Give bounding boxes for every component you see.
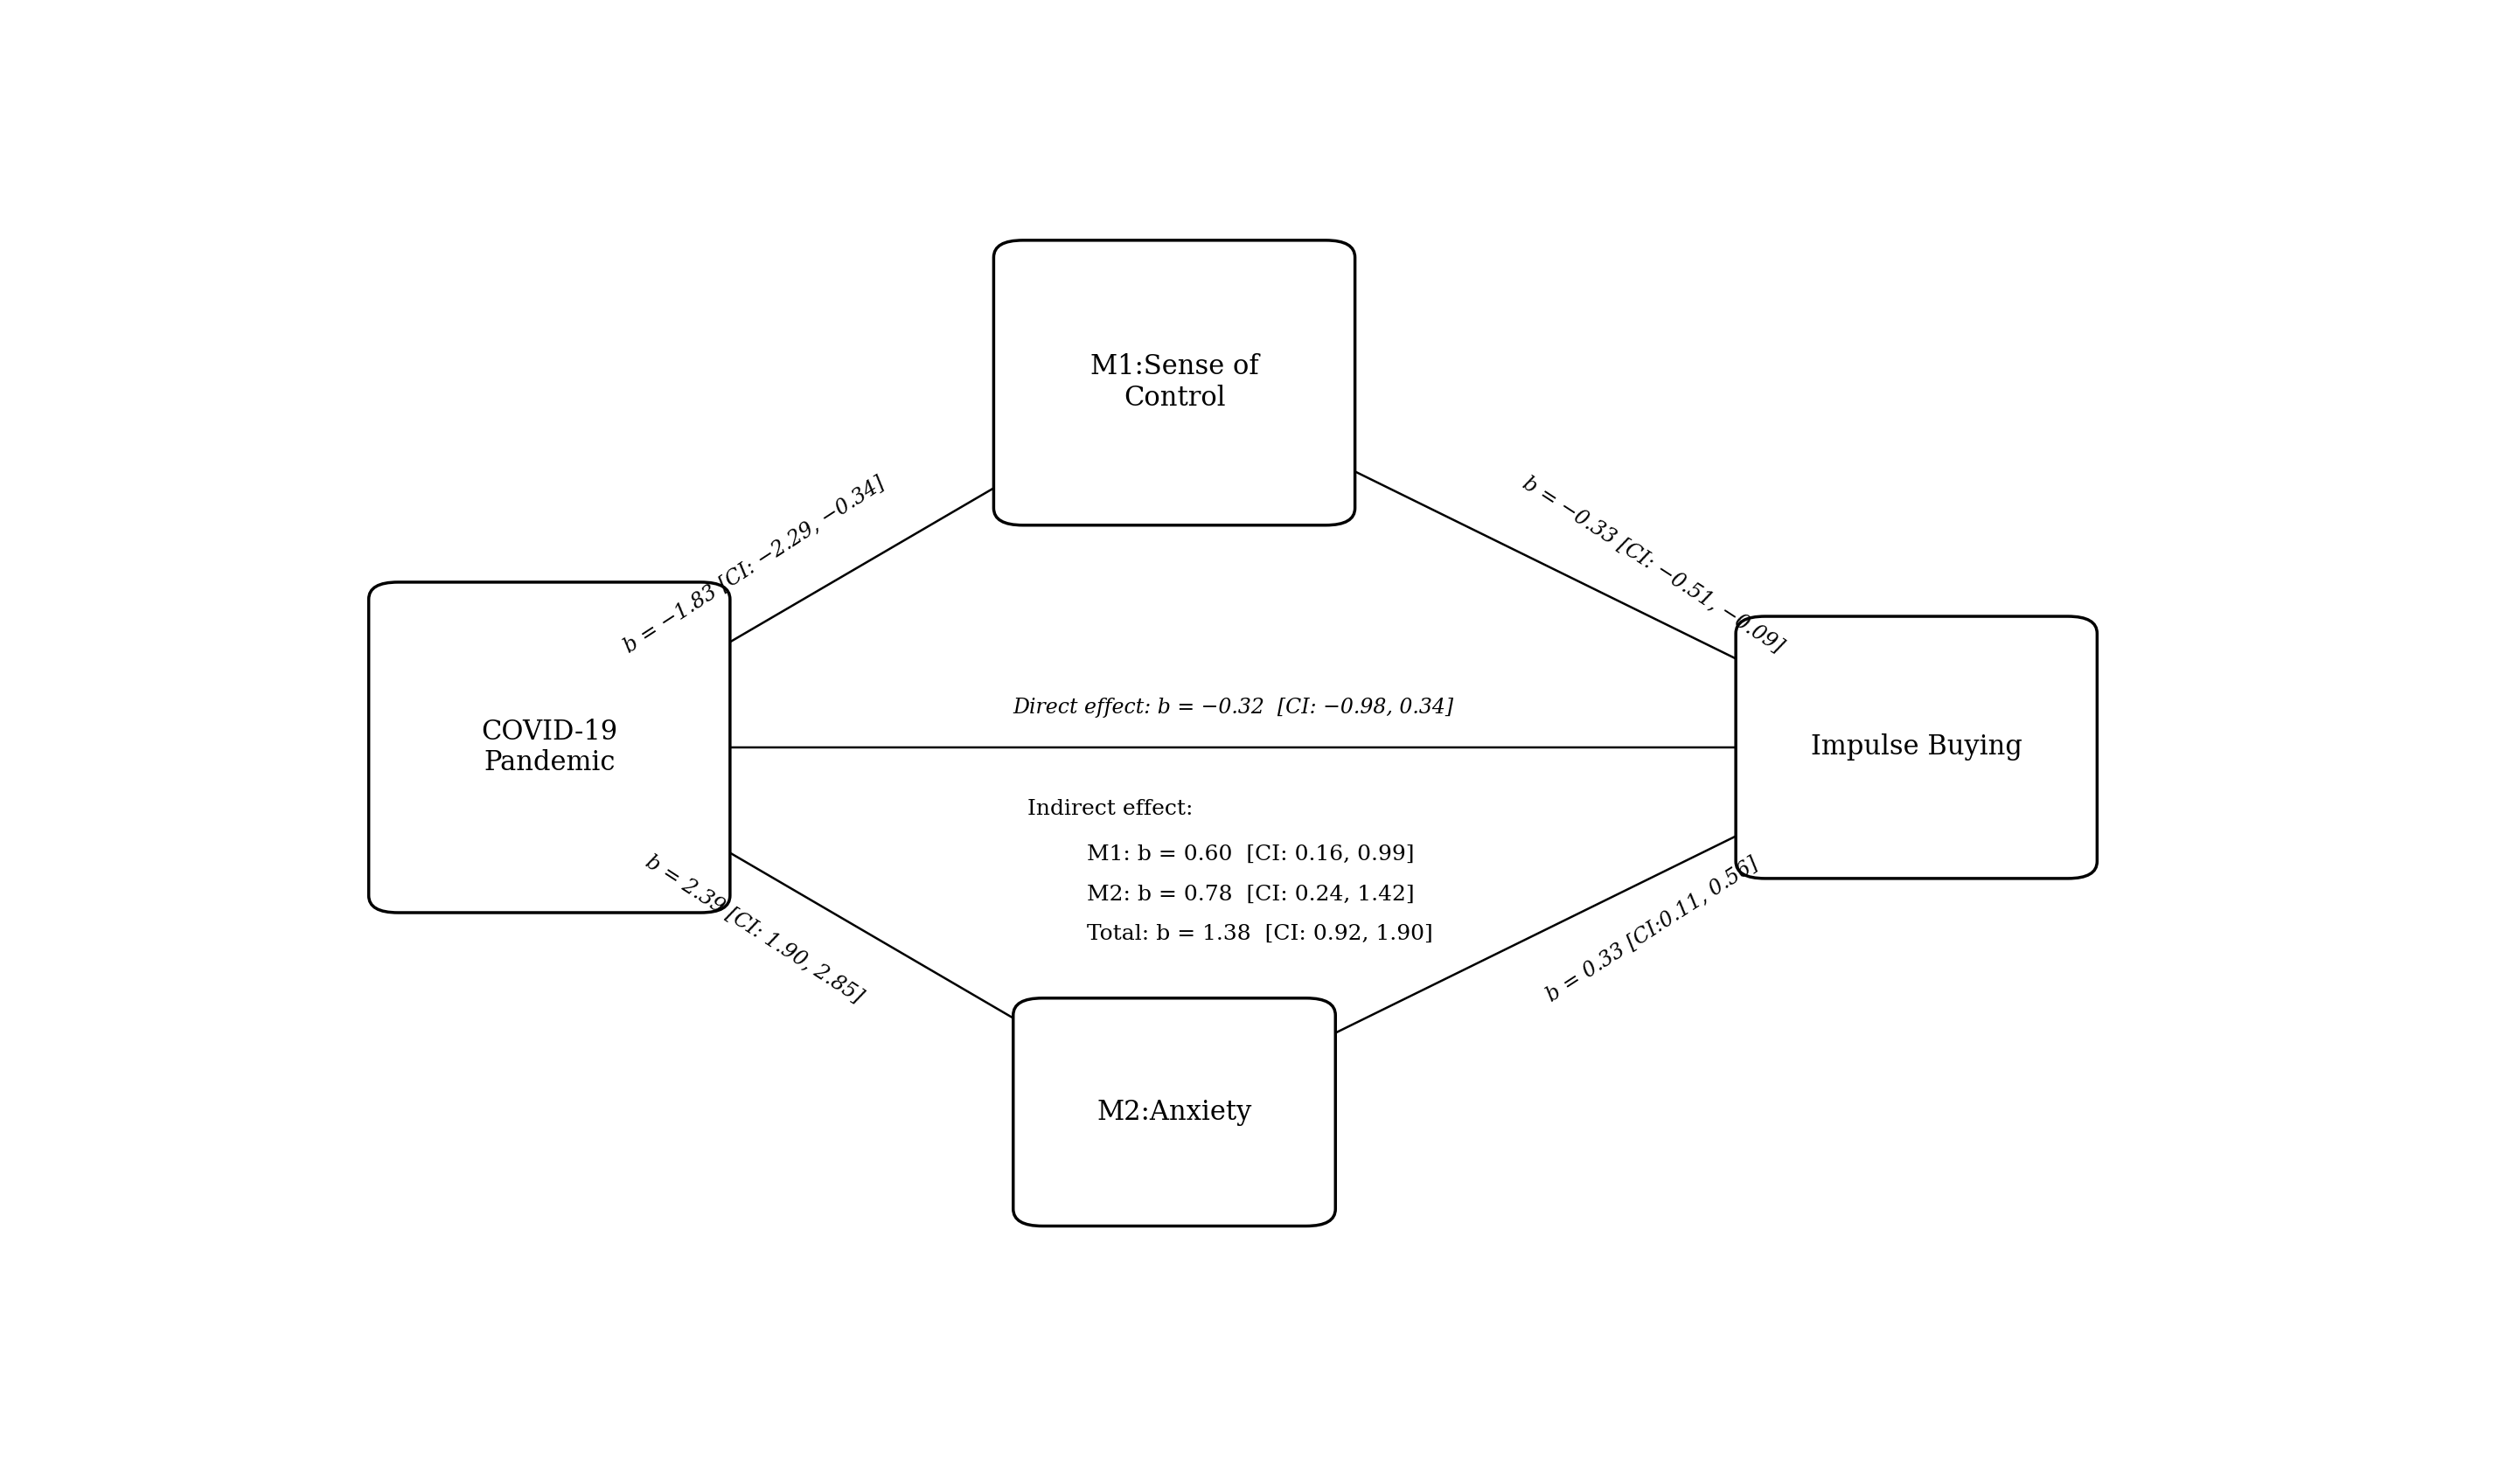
FancyBboxPatch shape [1013,998,1336,1225]
Text: Indirect effect:: Indirect effect: [1028,799,1194,818]
FancyBboxPatch shape [1736,616,2097,879]
Text: b = −1.83 [CI: −2.29, −0.34]: b = −1.83 [CI: −2.29, −0.34] [620,474,890,657]
Text: b = −0.33 [CI: −0.51, −0.09]: b = −0.33 [CI: −0.51, −0.09] [1520,474,1787,657]
Text: b = 2.39 [CI: 1.90, 2.85]: b = 2.39 [CI: 1.90, 2.85] [643,852,867,1008]
FancyBboxPatch shape [993,240,1356,525]
Text: COVID-19
Pandemic: COVID-19 Pandemic [481,718,617,777]
Text: M2: b = 0.78  [CI: 0.24, 1.42]: M2: b = 0.78 [CI: 0.24, 1.42] [1086,884,1414,904]
Text: M2:Anxiety: M2:Anxiety [1096,1098,1252,1126]
FancyBboxPatch shape [368,582,731,913]
Text: b = 0.33 [CI:0.11, 0.56]: b = 0.33 [CI:0.11, 0.56] [1542,854,1761,1006]
Text: M1:Sense of
Control: M1:Sense of Control [1091,354,1257,411]
Text: Total: b = 1.38  [CI: 0.92, 1.90]: Total: b = 1.38 [CI: 0.92, 1.90] [1086,924,1431,944]
Text: Impulse Buying: Impulse Buying [1812,734,2021,761]
Text: Direct effect: b = −0.32  [CI: −0.98, 0.34]: Direct effect: b = −0.32 [CI: −0.98, 0.3… [1013,697,1454,718]
Text: M1: b = 0.60  [CI: 0.16, 0.99]: M1: b = 0.60 [CI: 0.16, 0.99] [1086,844,1414,864]
